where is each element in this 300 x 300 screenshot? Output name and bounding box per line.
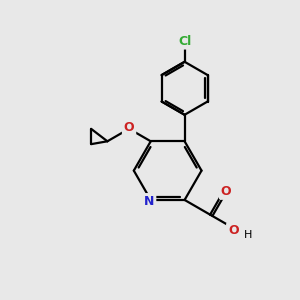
Text: Cl: Cl [178, 35, 191, 48]
Text: O: O [124, 121, 134, 134]
Text: H: H [244, 230, 252, 240]
Text: N: N [144, 195, 154, 208]
Text: O: O [228, 224, 238, 237]
Text: O: O [221, 185, 232, 198]
